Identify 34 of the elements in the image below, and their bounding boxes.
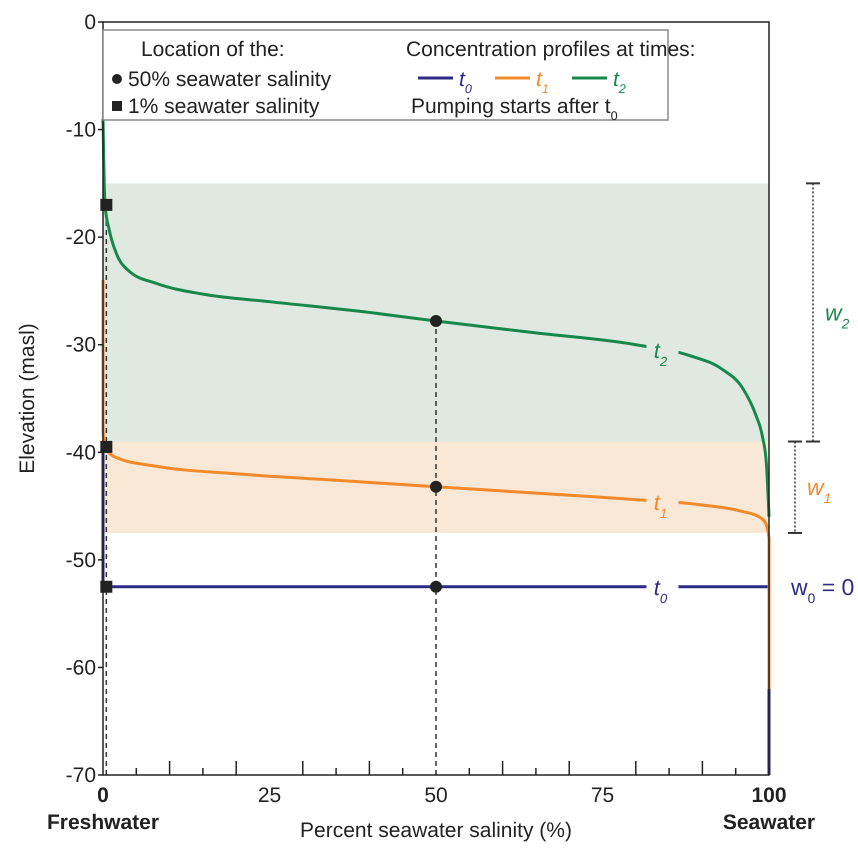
annotation: Concentration profiles at times: xyxy=(406,38,696,61)
x-tick-label: 100 xyxy=(751,784,787,807)
legend-title: Location of the: xyxy=(141,38,285,61)
legend-label: 50% seawater salinity xyxy=(128,68,332,91)
x-tick-label: 50 xyxy=(424,784,448,807)
y-tick-label: -50 xyxy=(66,548,96,572)
y-axis-title: Elevation (masl) xyxy=(16,323,39,474)
y-tick-label: -70 xyxy=(66,764,96,787)
annotation: Pumping starts after t$_{0}$ xyxy=(411,95,618,123)
x-tick-label: 25 xyxy=(258,784,282,807)
legend-label: t$_{1}$ xyxy=(536,68,549,96)
point xyxy=(430,480,442,493)
y-tick-label: -10 xyxy=(66,118,96,142)
text: Freshwater xyxy=(46,811,160,834)
legend-label: t$_{2}$ xyxy=(613,68,626,96)
text: w$_{0}$ = 0 xyxy=(790,574,854,606)
text: t$_{2}$ xyxy=(654,338,668,369)
legend-label: 1% seawater salinity xyxy=(128,95,320,118)
y-tick-label: -20 xyxy=(66,226,96,250)
point xyxy=(430,580,442,593)
y-tick-label: 0 xyxy=(84,11,96,34)
text: Seawater xyxy=(722,811,816,834)
line-series xyxy=(102,278,770,690)
band-label: w$_{1}$ xyxy=(807,474,832,506)
y-tick-label: -60 xyxy=(66,656,96,680)
text: t$_{1}$ xyxy=(654,490,668,520)
x-tick-label: 75 xyxy=(590,784,614,807)
band-label: w$_{2}$ xyxy=(825,299,850,331)
point xyxy=(430,315,442,328)
y-tick-label: -30 xyxy=(66,334,96,357)
x-axis-title: Percent seawater salinity (%) xyxy=(300,819,572,842)
y-tick-label: -40 xyxy=(66,441,96,464)
text: t$_{0}$ xyxy=(654,574,668,606)
legend-label: t$_{0}$ xyxy=(459,68,472,96)
